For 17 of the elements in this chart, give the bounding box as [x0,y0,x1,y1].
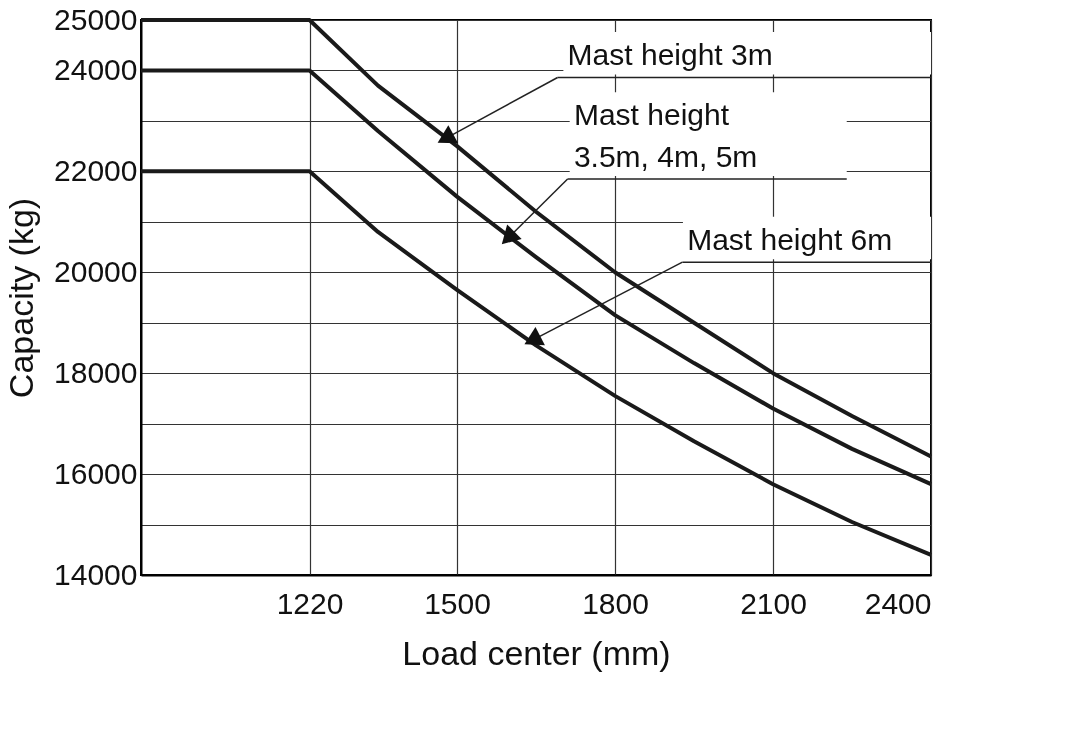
y-tick-label: 20000 [54,254,138,288]
y-tick-label: 14000 [54,557,138,591]
x-tick-label: 1800 [582,586,649,620]
x-tick-label: 1220 [276,586,344,620]
annotation: Mast height 3m [567,38,773,72]
y-tick-label: 22000 [54,153,138,187]
y-tick-label: 24000 [54,52,138,86]
annotation: Mast height 6m [687,223,893,257]
x-tick-label: 2400 [864,586,932,620]
x-tick-label: 1500 [424,586,491,620]
annotation: Mast height 3.5m, 4m, 5m [573,97,758,173]
y-tick-label: 25000 [54,2,138,36]
y-tick-label: 16000 [54,456,138,490]
x-tick-label: 2100 [740,586,807,620]
y-axis-title: Capacity (kg) [2,197,41,399]
y-tick-label: 18000 [54,355,138,389]
x-axis-title: Load center (mm) [402,633,671,672]
